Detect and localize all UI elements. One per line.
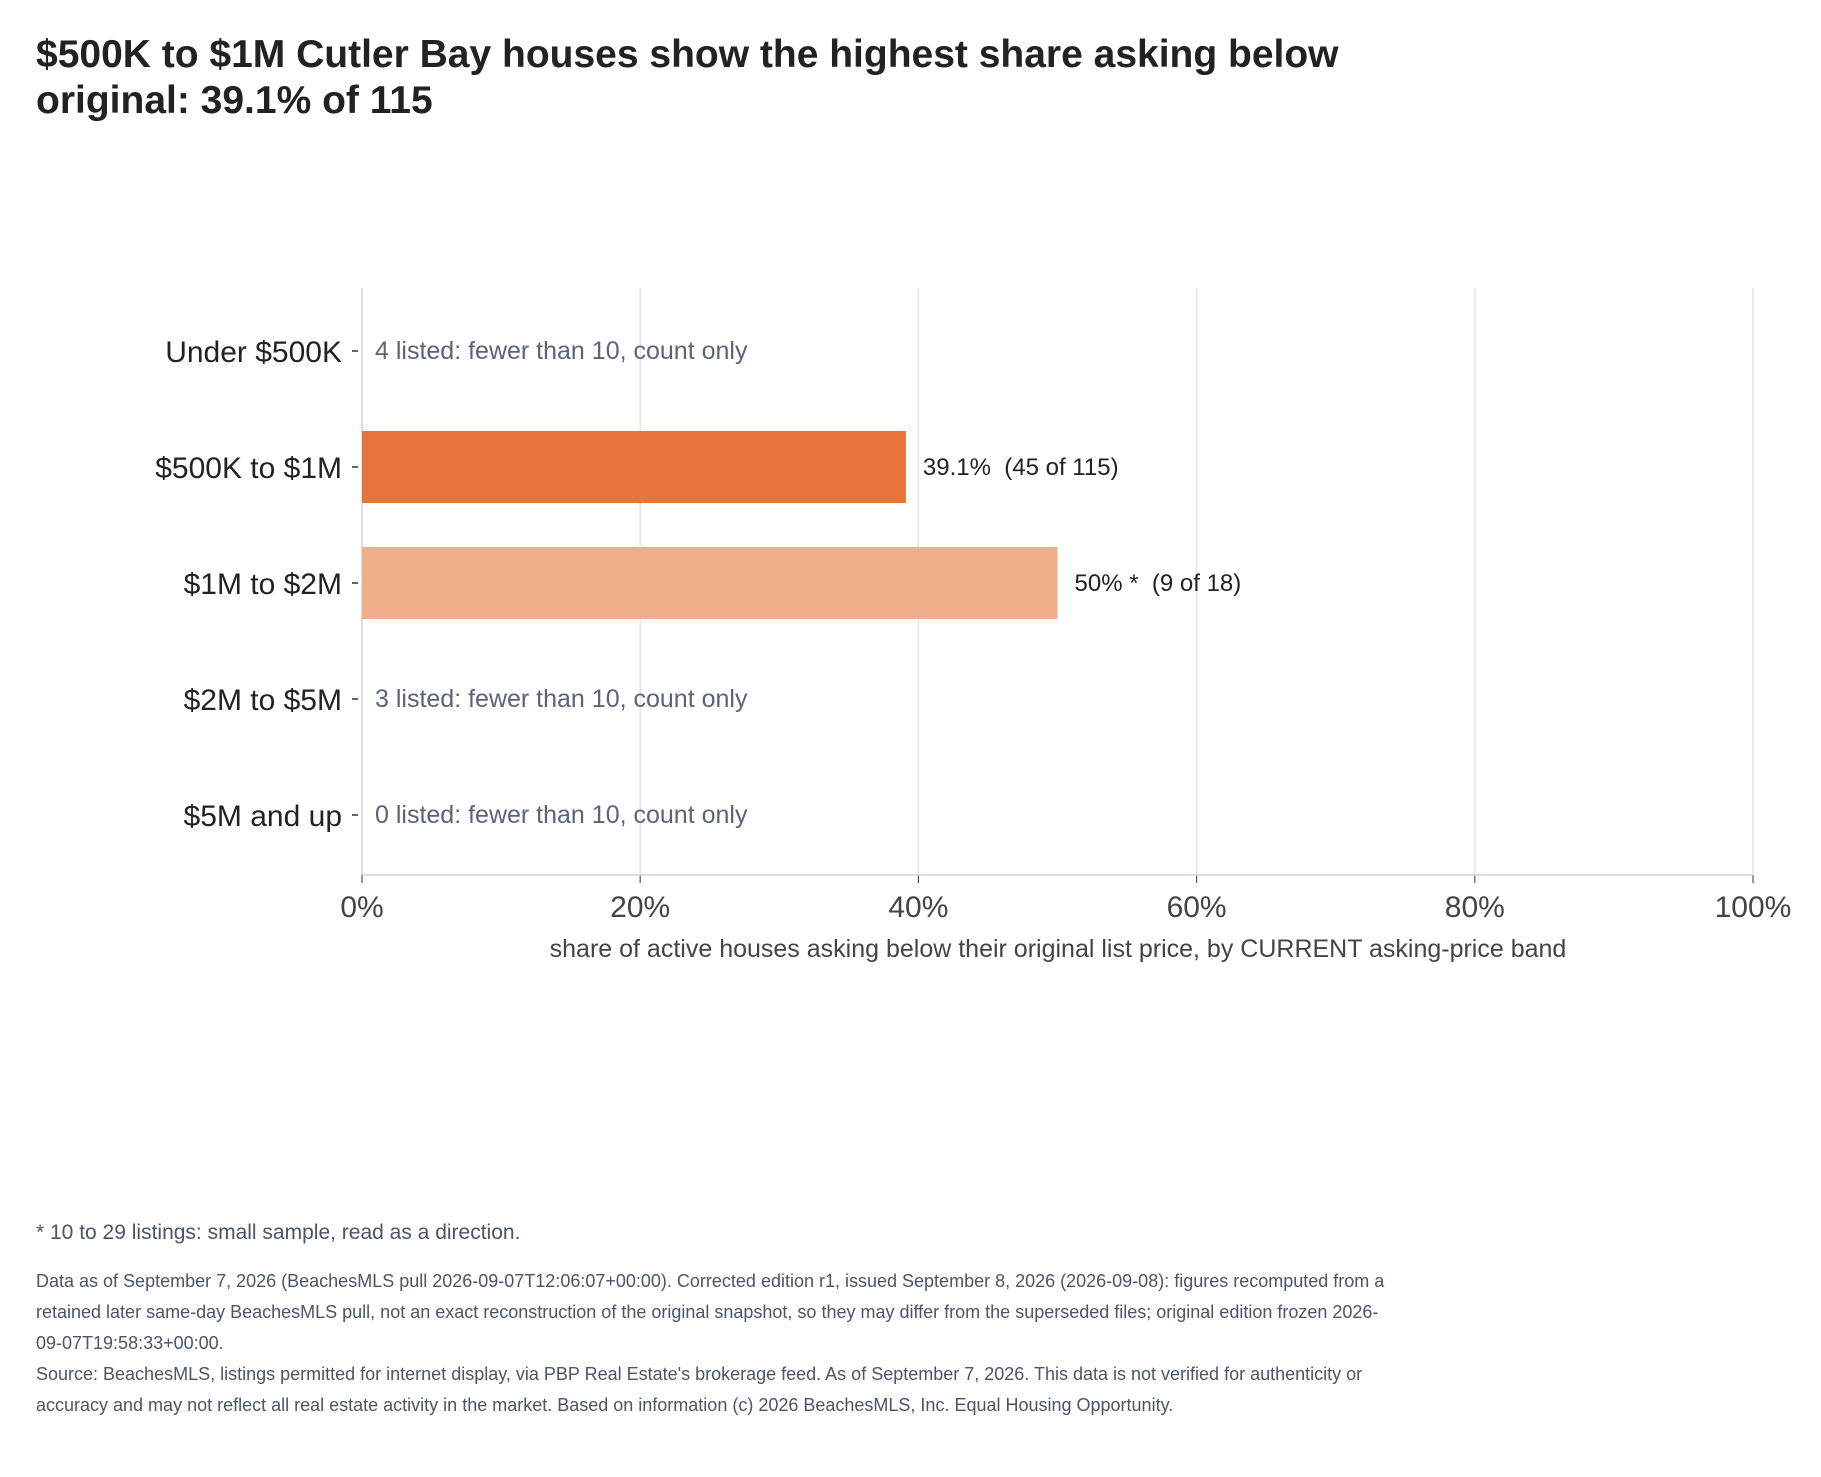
value-labels: 4 listed: fewer than 10, count only 39.1%… — [375, 337, 1241, 829]
source-note: Source: BeachesMLS, listings permitted f… — [36, 1364, 1363, 1415]
count-only-label: 4 listed: fewer than 10, count only — [375, 337, 748, 365]
footnote: * 10 to 29 listings: small sample, read … — [36, 1221, 521, 1244]
category-label: $1M to $2M — [184, 568, 342, 601]
category-label: $5M and up — [184, 800, 342, 833]
x-tick-label: 40% — [888, 891, 948, 924]
category-label: $500K to $1M — [155, 452, 342, 485]
x-tick-label: 80% — [1445, 891, 1505, 924]
x-tick-label: 20% — [610, 891, 670, 924]
x-tick-label: 60% — [1167, 891, 1227, 924]
value-label: 39.1% (45 of 115) — [923, 454, 1119, 481]
x-axis: 0% 20% 40% 60% 80% 100% — [340, 874, 1792, 924]
count-only-label: 3 listed: fewer than 10, count only — [375, 685, 748, 713]
bar — [362, 547, 1058, 619]
x-tick-label: 100% — [1715, 891, 1792, 924]
source-notes: Data as of September 7, 2026 (BeachesMLS… — [36, 1266, 1396, 1421]
chart-title: $500K to $1M Cutler Bay houses show the … — [36, 33, 1339, 122]
x-axis-label: share of active houses asking below thei… — [550, 935, 1567, 963]
category-labels: Under $500K $500K to $1M $1M to $2M $2M to … — [155, 336, 358, 833]
category-label: $2M to $5M — [184, 684, 342, 717]
bar-chart: Under $500K $500K to $1M $1M to $2M $2M to … — [155, 288, 1792, 963]
x-tick-label: 0% — [340, 891, 383, 924]
count-only-label: 0 listed: fewer than 10, count only — [375, 801, 748, 829]
bar — [362, 431, 906, 503]
bars — [362, 431, 1058, 619]
value-label: 50% * (9 of 18) — [1075, 570, 1242, 597]
category-label: Under $500K — [165, 336, 342, 369]
data-note: Data as of September 7, 2026 (BeachesMLS… — [36, 1271, 1385, 1353]
